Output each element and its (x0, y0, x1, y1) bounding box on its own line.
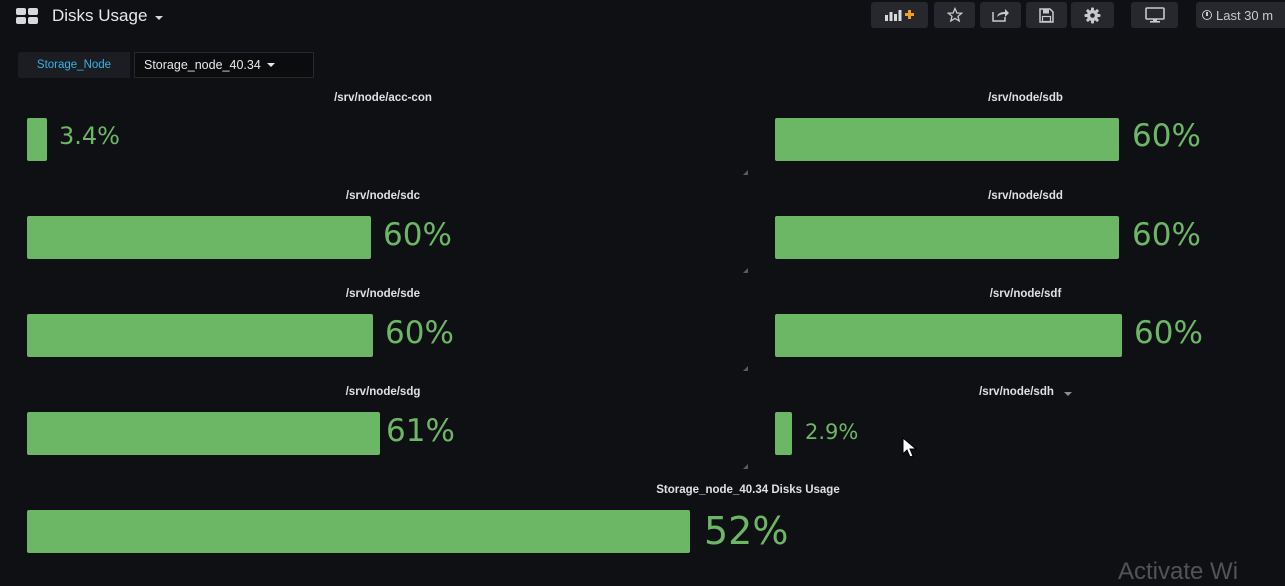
panel-resize-handle[interactable] (743, 268, 748, 273)
panel-title[interactable]: /srv/node/sdf (989, 288, 1062, 300)
variable-select[interactable]: Storage_node_40.34 (134, 52, 314, 78)
panel-menu-caret-icon[interactable] (1063, 391, 1072, 396)
gauge-bar (775, 412, 792, 455)
panel-resize-handle[interactable] (743, 464, 748, 469)
gauge-value: 52% (704, 509, 789, 553)
tv-mode-button[interactable] (1131, 2, 1178, 28)
panel-sdc[interactable]: /srv/node/sdc 60% (18, 190, 748, 273)
save-icon (1039, 7, 1054, 23)
gauge-value: 60% (1132, 118, 1201, 154)
gauge-bar (775, 118, 1119, 161)
variable-label: Storage_Node (18, 52, 130, 78)
dashboard-navbar: Disks Usage (0, 0, 1285, 32)
star-icon (946, 7, 963, 23)
mouse-cursor-icon (902, 437, 918, 458)
gauge-bar (775, 314, 1122, 357)
settings-button[interactable] (1071, 2, 1114, 28)
dashboard-grid-icon (16, 8, 38, 24)
dashboard-title-dropdown[interactable]: Disks Usage (16, 4, 164, 28)
panel-sde[interactable]: /srv/node/sde 60% (18, 288, 748, 371)
gauge-value: 60% (385, 315, 454, 351)
gauge-bar (27, 510, 690, 553)
gauge-value: 60% (1132, 217, 1201, 253)
panel-sdg[interactable]: /srv/node/sdg 61% (18, 386, 748, 469)
panel-sdh[interactable]: /srv/node/sdh 2.9% (766, 386, 1285, 468)
save-dashboard-button[interactable] (1026, 2, 1067, 28)
gauge-value: 3.4% (59, 122, 120, 150)
clock-icon (1202, 10, 1212, 20)
panel-title[interactable]: /srv/node/sdb (988, 92, 1063, 104)
monitor-icon (1144, 7, 1165, 23)
gauge-value: 60% (1134, 315, 1203, 351)
bar-chart-plus-icon (884, 10, 914, 21)
add-panel-button[interactable] (871, 2, 928, 28)
panel-title[interactable]: /srv/node/acc-con (334, 92, 432, 104)
panel-resize-handle[interactable] (743, 170, 748, 175)
dashboard-title: Disks Usage (52, 6, 148, 25)
panel-acc-con[interactable]: /srv/node/acc-con 3.4% (18, 92, 748, 175)
panel-title[interactable]: /srv/node/sdg (345, 386, 421, 398)
panel-title[interactable]: /srv/node/sdc (345, 190, 421, 202)
gauge-bar (27, 118, 47, 161)
panel-sdd[interactable]: /srv/node/sdd 60% (766, 190, 1285, 272)
time-range-label: Last 30 m (1216, 7, 1274, 23)
gauge-value: 61% (386, 413, 455, 449)
panel-resize-handle[interactable] (743, 366, 748, 371)
caret-down-icon (155, 16, 164, 20)
gauge-bar (27, 216, 371, 259)
share-dashboard-button[interactable] (980, 2, 1021, 28)
panel-title[interactable]: Storage_node_40.34 Disks Usage (656, 484, 840, 496)
gauge-bar (775, 216, 1119, 259)
time-range-picker[interactable]: Last 30 m (1196, 2, 1285, 28)
panel-node-total[interactable]: Storage_node_40.34 Disks Usage 52% (18, 484, 1285, 566)
panel-title[interactable]: /srv/node/sdd (988, 190, 1063, 202)
os-activation-watermark: Activate Wi (1118, 558, 1239, 585)
panel-title-text: /srv/node/sdh (979, 386, 1054, 398)
panel-title[interactable]: /srv/node/sdh (766, 386, 1285, 398)
gear-icon (1084, 7, 1101, 23)
share-icon (991, 9, 1009, 22)
caret-down-icon (266, 63, 275, 67)
gauge-bar (27, 314, 373, 357)
panel-title[interactable]: /srv/node/sde (345, 288, 421, 300)
panel-sdf[interactable]: /srv/node/sdf 60% (766, 288, 1285, 370)
gauge-value: 60% (383, 217, 452, 253)
gauge-bar (27, 412, 380, 455)
variable-selected-value: Storage_node_40.34 (144, 58, 261, 72)
panel-sdb[interactable]: /srv/node/sdb 60% (766, 92, 1285, 174)
star-dashboard-button[interactable] (934, 2, 975, 28)
gauge-value: 2.9% (805, 420, 859, 444)
